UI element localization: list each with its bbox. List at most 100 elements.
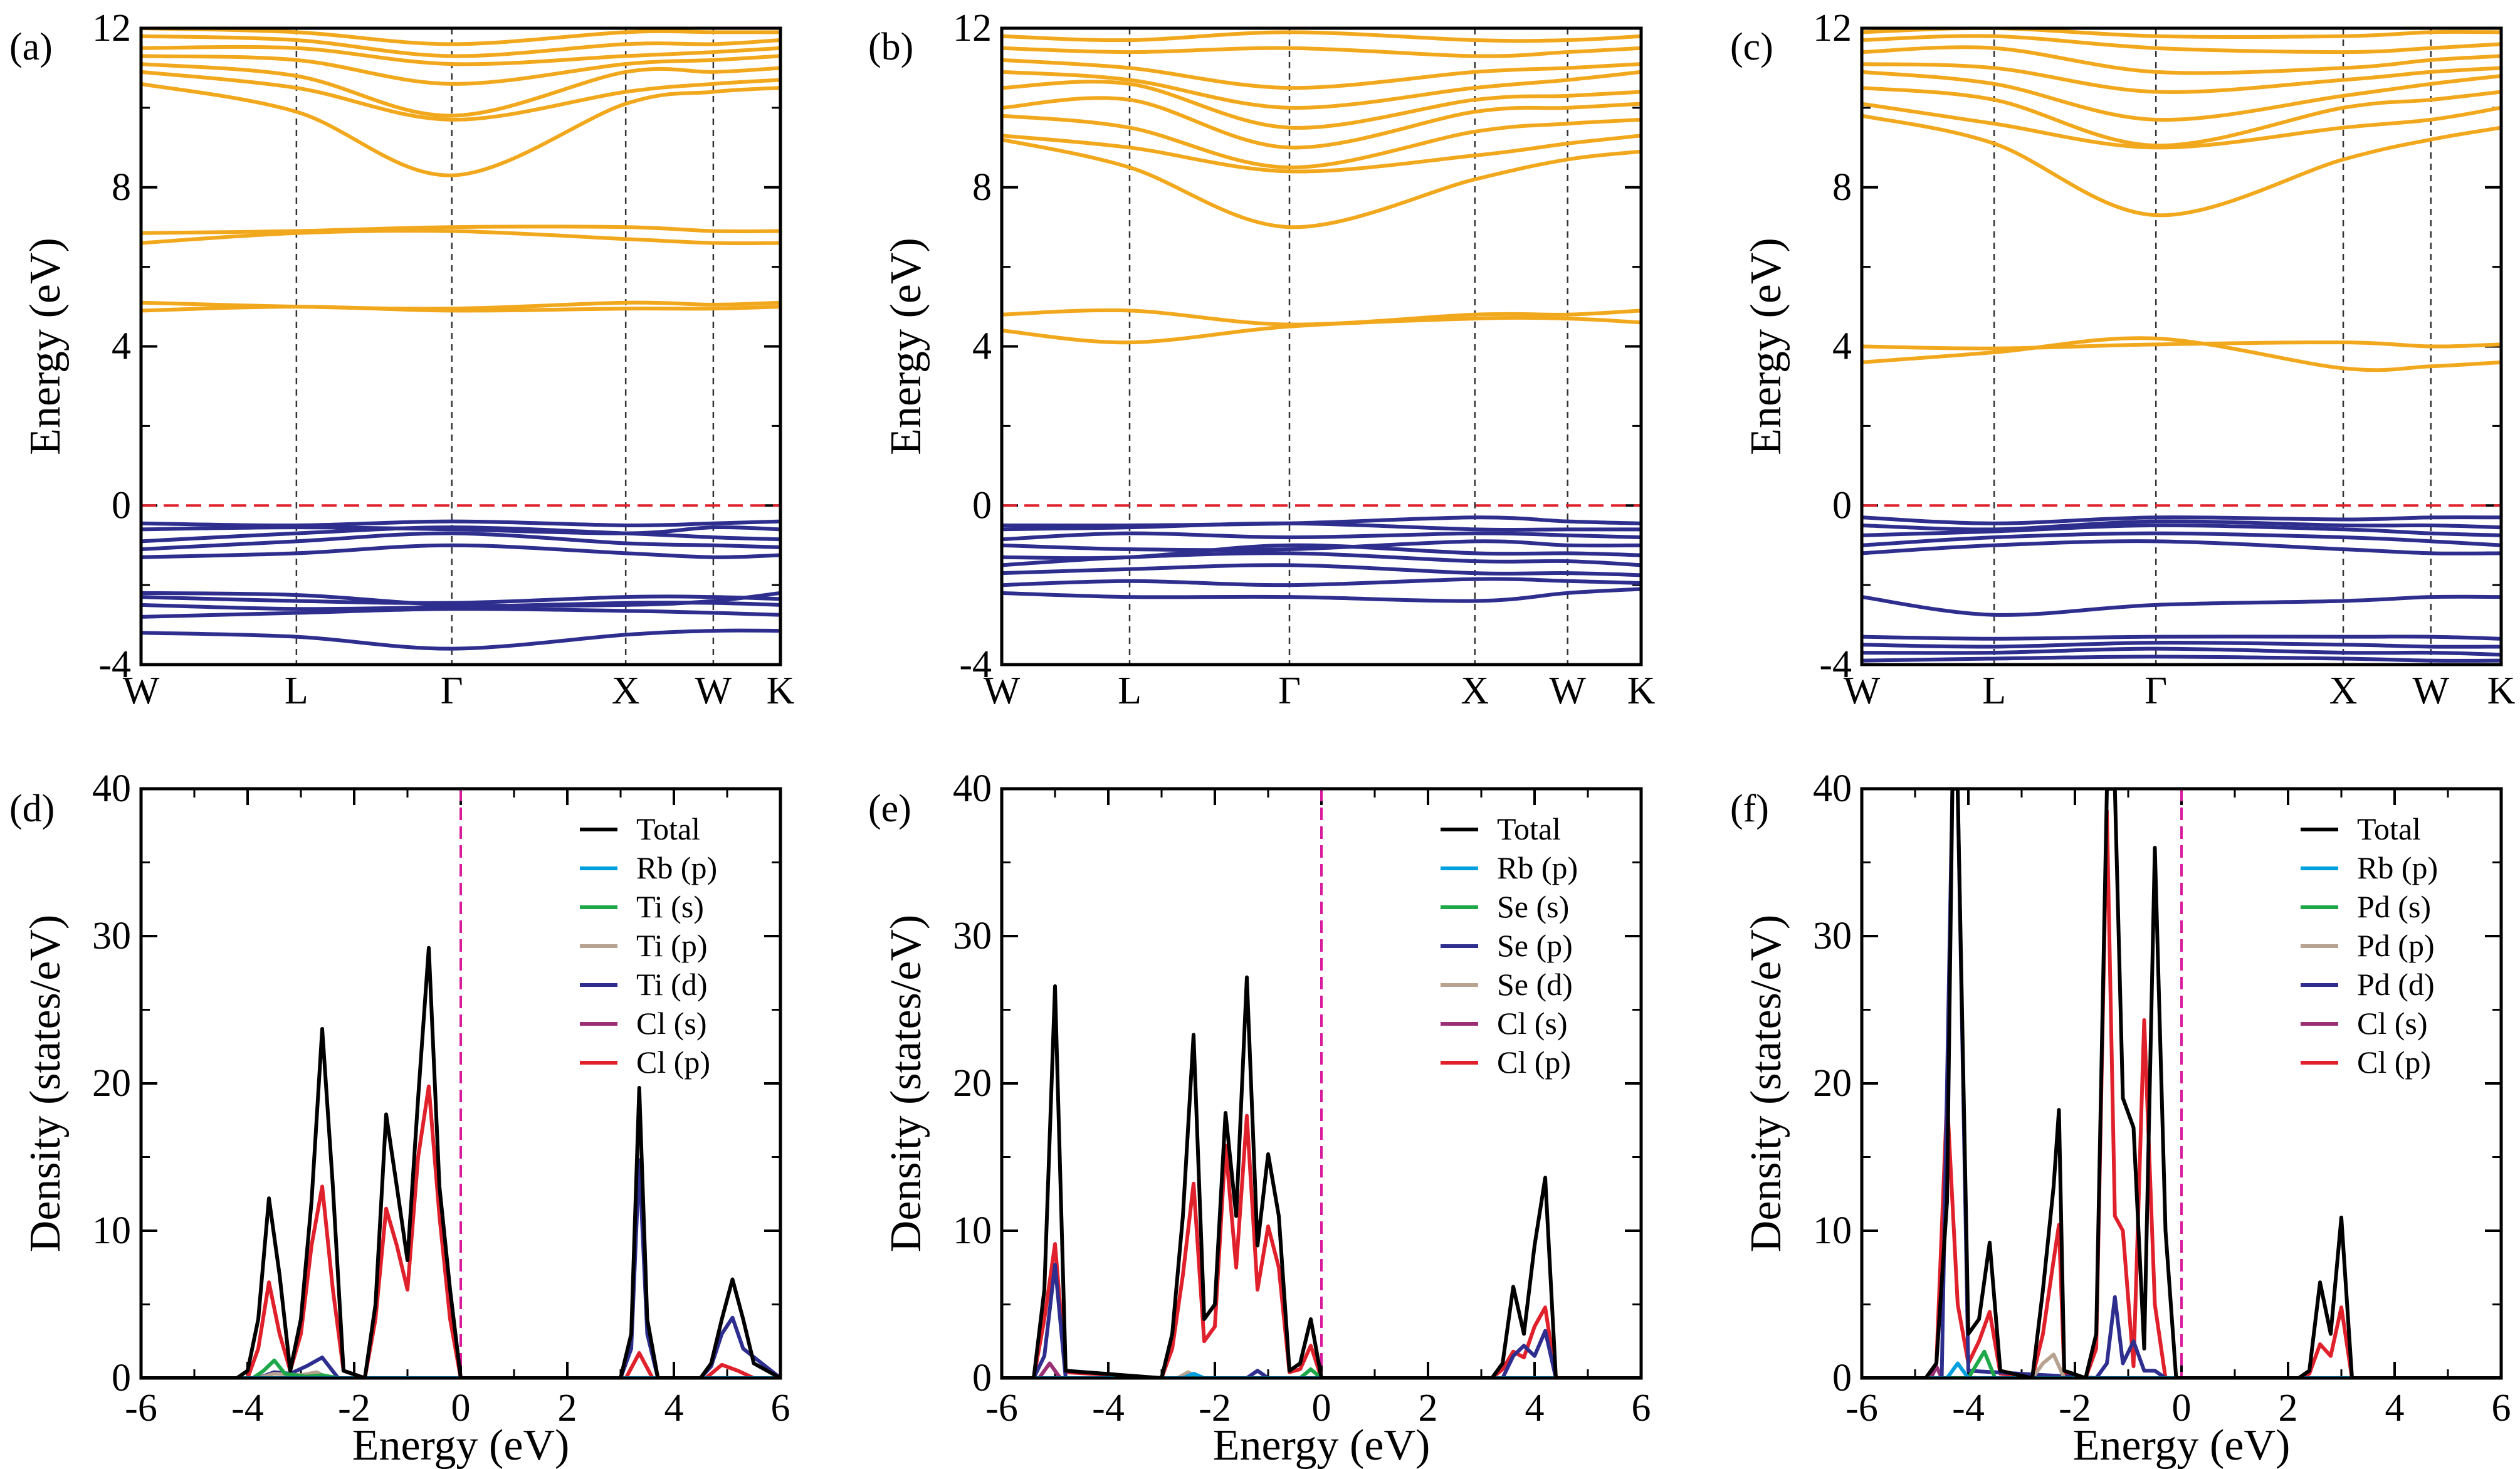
conduction-band-9 (1002, 46, 1641, 58)
legend-label: Total (2357, 811, 2421, 846)
dos-lines (1002, 975, 1641, 1378)
k-point-label: W (1844, 670, 1881, 712)
legend-label: Cl (p) (2357, 1045, 2431, 1080)
valence-band-0 (1002, 587, 1641, 603)
x-tick-label: -4 (1952, 1387, 1985, 1430)
plot-frame (139, 26, 782, 666)
dos-series-se-s- (1002, 1367, 1641, 1378)
y-tick-label: 30 (1813, 915, 1852, 957)
y-tick-label: 20 (953, 1062, 992, 1105)
x-tick-label: 6 (771, 1387, 790, 1430)
y-tick-label: 0 (972, 484, 992, 527)
valence-band-8 (1002, 515, 1641, 528)
band-lines (1002, 30, 1641, 603)
k-point-label: K (767, 670, 795, 712)
valence-band-1 (1862, 646, 2501, 657)
valence-band-0 (1862, 655, 2501, 663)
panel-label: (b) (868, 26, 913, 68)
panel-label: (f) (1730, 787, 1769, 830)
valence-band-1 (1002, 577, 1641, 587)
conduction-band-10 (1002, 30, 1641, 43)
y-tick-label: 4 (112, 325, 131, 368)
conduction-band-1 (141, 300, 780, 311)
valence-band-8 (141, 525, 780, 535)
conduction-band-6 (1002, 80, 1641, 130)
legend-label: Ti (s) (636, 889, 704, 924)
valence-band-3 (141, 594, 780, 605)
conduction-band-4 (1002, 113, 1641, 170)
x-tick-label: 6 (1632, 1387, 1651, 1430)
conduction-band-2 (1862, 113, 2501, 218)
k-point-label: Γ (2145, 670, 2167, 712)
y-tick-label: 30 (92, 915, 131, 957)
conduction-band-5 (1002, 96, 1641, 150)
conduction-band-8 (1862, 34, 2501, 55)
valence-band-5 (1862, 539, 2501, 555)
y-tick-label: 0 (972, 1357, 992, 1399)
panel-label: (e) (868, 787, 911, 830)
valence-band-6 (1862, 531, 2501, 547)
legend-label: Cl (s) (1497, 1006, 1568, 1041)
conduction-band-3 (141, 224, 780, 235)
x-axis-title: Energy (eV) (1213, 1421, 1431, 1469)
k-point-label: X (612, 670, 640, 712)
x-tick-label: -2 (338, 1387, 370, 1430)
valence-band-4 (141, 591, 780, 608)
conduction-band-10 (141, 28, 780, 46)
conduction-band-3 (1002, 134, 1641, 174)
y-tick-label: 40 (953, 767, 992, 810)
k-point-label: L (1118, 670, 1142, 712)
valence-band-3 (1862, 634, 2501, 641)
legend-label: Rb (p) (2357, 850, 2438, 885)
y-axis-title: Density (states/eV) (1742, 915, 1790, 1252)
y-tick-label: -4 (1819, 643, 1852, 686)
x-tick-label: 0 (1312, 1387, 1331, 1430)
panel-d: (d) Density (states/eV) 0 10 20 30 40 -6 -4 -2 0 2 4… (9, 767, 790, 1469)
panel-e: (e) Density (states/eV) 0 10 20 30 40 -6 -4 -2 0 2 4… (868, 767, 1651, 1469)
x-tick-label: 4 (664, 1387, 684, 1430)
panel-label: (d) (9, 787, 55, 830)
k-point-label: X (2329, 670, 2358, 712)
x-tick-label: -6 (1845, 1387, 1878, 1430)
conduction-band-7 (141, 54, 780, 86)
dos-series-total (1862, 789, 2501, 1378)
x-tick-label: 0 (451, 1387, 471, 1430)
conduction-band-4 (141, 82, 780, 177)
k-point-label: W (2413, 670, 2450, 712)
dos-lines (1862, 789, 2501, 1378)
dos-series-pd-d- (1862, 789, 2501, 1378)
valence-band-9 (141, 519, 780, 528)
x-tick-label: -6 (985, 1387, 1018, 1430)
y-tick-label: 20 (92, 1062, 131, 1105)
plot-frame (1860, 787, 2503, 1380)
conduction-band-9 (1862, 28, 2501, 39)
y-tick-label: -4 (98, 643, 131, 686)
y-tick-label: 10 (1813, 1209, 1852, 1252)
conduction-band-1 (1002, 308, 1641, 327)
plot-frame (139, 787, 782, 1380)
dos-series-cl-p- (141, 1084, 780, 1378)
legend-label: Rb (p) (1497, 850, 1578, 885)
y-axis-title: Density (states/eV) (21, 915, 70, 1252)
dos-series-total (141, 945, 780, 1378)
x-tick-label: -2 (1199, 1387, 1231, 1430)
x-tick-label: 0 (2172, 1387, 2192, 1430)
x-axis-title: Energy (eV) (352, 1421, 570, 1469)
k-point-label: W (984, 670, 1021, 712)
valence-band-7 (1002, 521, 1641, 532)
k-point-label: X (1461, 670, 1489, 712)
y-tick-label: 30 (953, 915, 992, 957)
y-tick-label: 0 (112, 1357, 131, 1399)
legend-label: Se (p) (1497, 928, 1573, 963)
legend-label: Total (636, 811, 700, 846)
y-tick-label: 0 (112, 484, 131, 527)
panel-f: (f) Density (states/eV) 0 10 20 30 40 -6 -4 -2 0 2 4… (1730, 767, 2511, 1469)
k-point-label: W (695, 670, 732, 712)
x-tick-label: 4 (2385, 1387, 2405, 1430)
valence-band-6 (1002, 531, 1641, 542)
valence-band-2 (1002, 563, 1641, 577)
plot-frame (1000, 787, 1643, 1380)
